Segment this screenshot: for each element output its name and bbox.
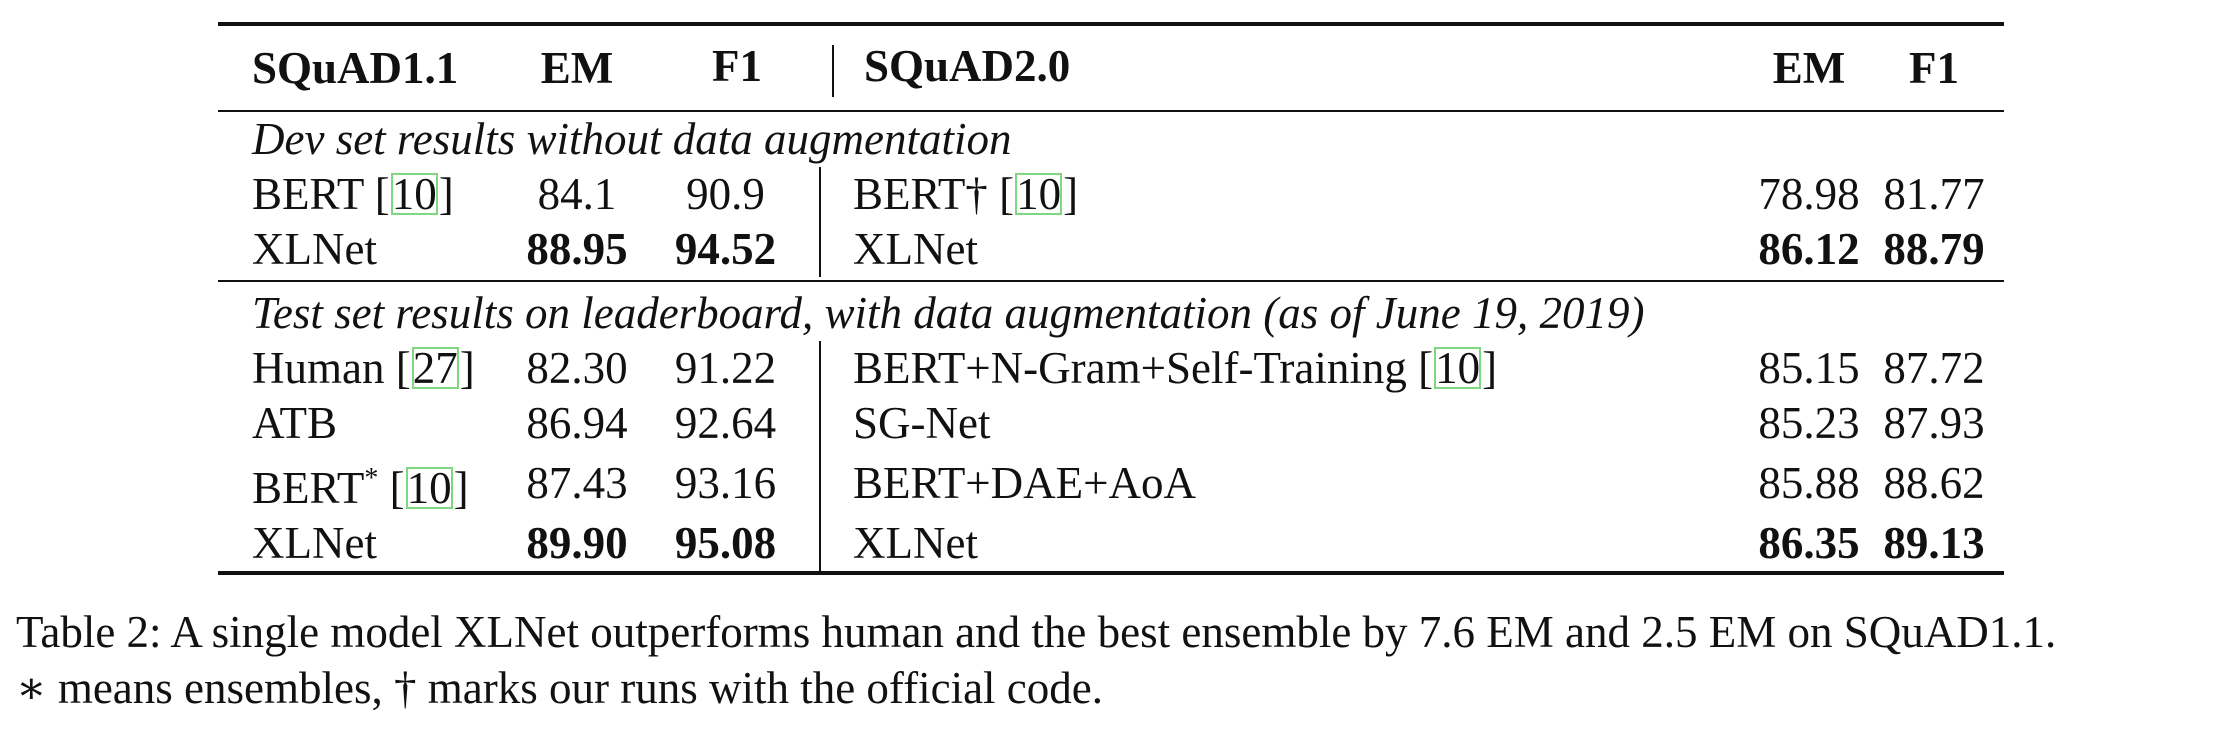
- table-row: Human [27] 82.30 91.22 BERT+N-Gram+Self-Tra…: [218, 341, 2004, 396]
- citation-link[interactable]: 10: [1015, 169, 1063, 219]
- model-name-left: XLNet: [252, 516, 512, 571]
- citation-link[interactable]: 10: [1434, 343, 1482, 393]
- model-name-left: BERT* [10]: [252, 463, 469, 513]
- bottom-rule: [218, 571, 2004, 575]
- row-label-left: BERT: [252, 463, 365, 513]
- citation-link[interactable]: 10: [405, 463, 453, 513]
- header-f1-left: F1 SQuAD2.0: [642, 26, 1092, 110]
- citation-link[interactable]: 10: [390, 169, 438, 219]
- model-name-left: ATB: [252, 396, 512, 451]
- row-label-right: BERT+DAE+AoA: [853, 458, 1197, 508]
- section-title: Dev set results without data augmentatio…: [252, 114, 1012, 164]
- model-name-right: BERT+N-Gram+Self-Training [10]: [819, 341, 1754, 396]
- f1-value-left: 92.64: [674, 398, 777, 448]
- f1-value-right: 89.13: [1883, 518, 1985, 568]
- table-row: BERT [10] 84.1 90.9 BERT† [10] 78.98 81.77: [218, 167, 2004, 222]
- f1-value-left: 90.9: [686, 169, 765, 219]
- ensemble-mark: *: [364, 463, 379, 494]
- header-squad11: SQuAD1.1: [252, 42, 459, 93]
- em-value-left: 89.90: [526, 518, 628, 568]
- model-name-right: BERT+DAE+AoA: [819, 451, 1754, 516]
- model-name-left: XLNet: [252, 222, 512, 277]
- caption-line-1: Table 2: A single model XLNet outperform…: [16, 607, 2057, 657]
- section-rule: [218, 280, 2004, 282]
- table-row: ATB 86.94 92.64 SG-Net 85.23 87.93: [218, 396, 2004, 451]
- row-label-right: XLNet: [853, 518, 978, 568]
- model-name-right: SG-Net: [819, 396, 1754, 451]
- table-row: XLNet 89.90 95.08 XLNet 86.35 89.13: [218, 516, 2004, 571]
- header-f1-left-label: F1: [712, 41, 762, 92]
- em-value-left: 84.1: [537, 169, 617, 219]
- f1-value-right: 88.62: [1883, 458, 1985, 508]
- table-row: BERT* [10] 87.43 93.16 BERT+DAE+AoA 85.88 88.…: [218, 451, 2004, 516]
- f1-value-left: 93.16: [674, 458, 777, 508]
- header-em-left: EM: [540, 42, 614, 93]
- header-row: SQuAD1.1 EM F1 SQuAD2.0 EM F1: [218, 26, 2004, 110]
- f1-value-right: 81.77: [1883, 169, 1985, 219]
- row-label-left: ATB: [252, 398, 338, 448]
- row-label-right: SG-Net: [853, 398, 991, 448]
- header-divider: [832, 44, 834, 97]
- results-table-container: SQuAD1.1 EM F1 SQuAD2.0 EM F1 Dev set res…: [218, 22, 2004, 575]
- caption-line-2: ∗ means ensembles, † marks our runs with…: [16, 663, 1103, 713]
- f1-value-left: 94.52: [674, 224, 777, 274]
- em-value-right: 86.35: [1758, 518, 1860, 568]
- f1-value-right: 87.93: [1883, 398, 1985, 448]
- f1-value-right: 88.79: [1883, 224, 1985, 274]
- model-name-left: BERT [10]: [252, 169, 454, 219]
- row-label-left: XLNet: [252, 518, 377, 568]
- citation-link[interactable]: 27: [411, 343, 459, 393]
- row-label-right: BERT+N-Gram+Self-Training: [853, 343, 1419, 393]
- em-value-right: 85.15: [1758, 343, 1860, 393]
- f1-value-left: 95.08: [674, 518, 777, 568]
- model-name-right: XLNet: [819, 516, 1754, 571]
- table-body: Dev set results without data augmentatio…: [218, 112, 2004, 571]
- em-value-right: 85.88: [1758, 458, 1860, 508]
- results-table: SQuAD1.1 EM F1 SQuAD2.0 EM F1: [218, 26, 2004, 110]
- table-row: XLNet 88.95 94.52 XLNet 86.12 88.79: [218, 222, 2004, 277]
- header-squad20: SQuAD2.0: [864, 41, 1071, 92]
- model-name-left: Human [27]: [252, 343, 475, 393]
- em-value-right: 85.23: [1758, 398, 1860, 448]
- row-label-right: BERT†: [853, 169, 1000, 219]
- row-label-left: XLNet: [252, 224, 377, 274]
- em-value-left: 86.94: [526, 398, 628, 448]
- em-value-left: 87.43: [526, 458, 628, 508]
- section-table: Test set results on leaderboard, with da…: [218, 286, 2004, 571]
- em-value-left: 82.30: [526, 343, 628, 393]
- header-f1-right: F1: [1909, 42, 1959, 93]
- em-value-right: 86.12: [1758, 224, 1860, 274]
- section-title-row: Dev set results without data augmentatio…: [218, 112, 2004, 167]
- header-em-right: EM: [1772, 42, 1846, 93]
- section-table: Dev set results without data augmentatio…: [218, 112, 2004, 277]
- model-name-right: BERT† [10]: [819, 167, 1754, 222]
- header-rule: [218, 110, 2004, 112]
- em-value-left: 88.95: [526, 224, 628, 274]
- f1-value-left: 91.22: [674, 343, 777, 393]
- top-rule: [218, 22, 2004, 26]
- row-label-left: BERT: [252, 169, 375, 219]
- table-caption: Table 2: A single model XLNet outperform…: [16, 604, 2216, 716]
- row-label-left: Human: [252, 343, 396, 393]
- f1-value-right: 87.72: [1883, 343, 1985, 393]
- section-title-row: Test set results on leaderboard, with da…: [218, 286, 2004, 341]
- section-title: Test set results on leaderboard, with da…: [252, 288, 1645, 338]
- em-value-right: 78.98: [1758, 169, 1860, 219]
- model-name-right: XLNet: [819, 222, 1754, 277]
- row-label-right: XLNet: [853, 224, 978, 274]
